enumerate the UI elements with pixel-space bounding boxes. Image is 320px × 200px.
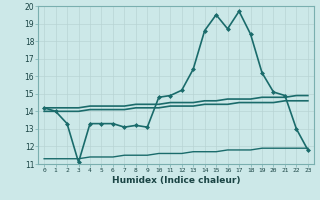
X-axis label: Humidex (Indice chaleur): Humidex (Indice chaleur) bbox=[112, 176, 240, 185]
